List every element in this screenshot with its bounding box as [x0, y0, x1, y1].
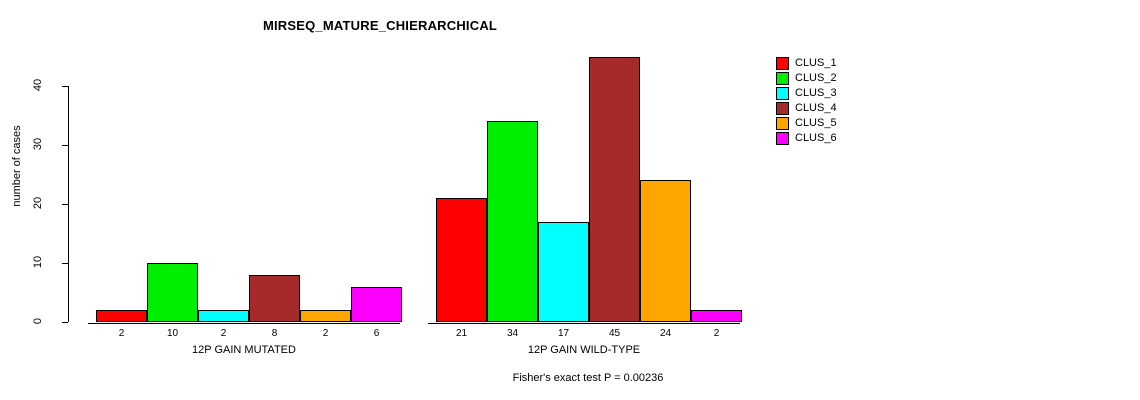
bar — [487, 121, 538, 322]
y-axis-line — [68, 86, 69, 322]
legend-item-label: CLUS_1 — [795, 57, 837, 69]
legend-swatch-icon — [776, 72, 789, 85]
y-axis-tick — [62, 204, 68, 205]
bar-value-label: 2 — [118, 328, 125, 339]
legend-swatch-icon — [776, 117, 789, 130]
bar — [538, 221, 589, 322]
bar-value-label: 8 — [271, 328, 278, 339]
bar — [436, 198, 487, 322]
bar — [691, 310, 742, 322]
group-axis-line — [88, 323, 400, 324]
y-axis-tick — [62, 145, 68, 146]
legend-item: CLUS_6 — [776, 131, 837, 146]
legend-item-label: CLUS_3 — [795, 87, 837, 99]
legend-item-label: CLUS_2 — [795, 72, 837, 84]
y-axis-tick — [62, 86, 68, 87]
bar — [589, 56, 640, 322]
bar-value-label: 24 — [659, 328, 672, 339]
bar-value-label: 2 — [713, 328, 720, 339]
legend-item-label: CLUS_5 — [795, 117, 837, 129]
bar-value-label: 17 — [557, 328, 570, 339]
y-axis-tick — [62, 322, 68, 323]
legend-swatch-icon — [776, 57, 789, 70]
bar — [96, 310, 147, 322]
bar — [640, 180, 691, 322]
bar-value-label: 2 — [322, 328, 329, 339]
group-axis-line — [428, 323, 740, 324]
legend-item: CLUS_2 — [776, 71, 837, 86]
bar-value-label: 34 — [506, 328, 519, 339]
legend-item: CLUS_1 — [776, 56, 837, 71]
y-axis-tick — [62, 263, 68, 264]
bar — [300, 310, 351, 322]
legend-item-label: CLUS_4 — [795, 102, 837, 114]
bar — [147, 263, 198, 322]
bar — [351, 286, 402, 322]
bar — [249, 274, 300, 322]
legend-swatch-icon — [776, 132, 789, 145]
bar-value-label: 21 — [455, 328, 468, 339]
legend-item: CLUS_3 — [776, 86, 837, 101]
group-label: 12P GAIN WILD-TYPE — [527, 344, 641, 356]
statistical-annotation: Fisher's exact test P = 0.00236 — [512, 372, 664, 384]
legend-swatch-icon — [776, 102, 789, 115]
legend-item: CLUS_4 — [776, 101, 837, 116]
bar — [198, 310, 249, 322]
bar-value-label: 6 — [373, 328, 380, 339]
legend: CLUS_1 CLUS_2 CLUS_3 CLUS_4 CLUS_5 CLUS_6 — [776, 56, 837, 146]
group-label: 12P GAIN MUTATED — [192, 344, 296, 356]
legend-item: CLUS_5 — [776, 116, 837, 131]
bar-value-label: 2 — [220, 328, 227, 339]
legend-item-label: CLUS_6 — [795, 132, 837, 144]
bar-value-label: 45 — [608, 328, 621, 339]
chart-title: MIRSEQ_MATURE_CHIERARCHICAL — [262, 18, 498, 33]
legend-swatch-icon — [776, 87, 789, 100]
bar-value-label: 10 — [166, 328, 179, 339]
